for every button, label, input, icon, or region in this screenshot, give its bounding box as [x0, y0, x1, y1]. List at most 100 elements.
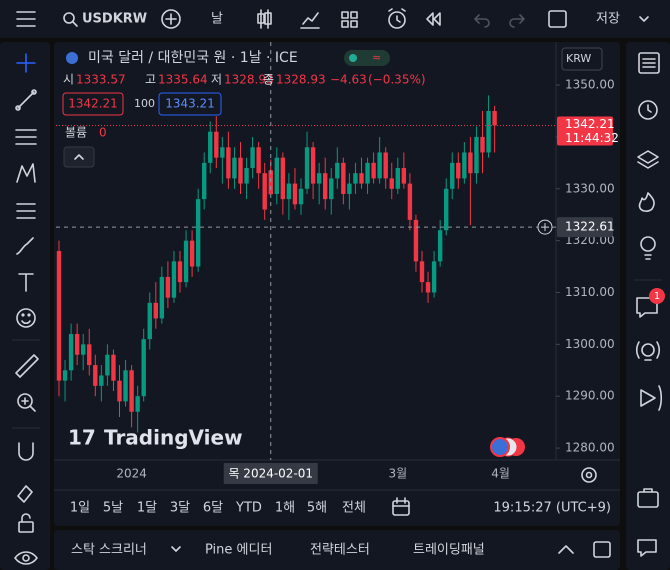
ohlc-name: 고 — [145, 73, 156, 87]
ohlc-name: 저 — [211, 73, 222, 87]
candle-body — [141, 339, 146, 397]
candle-body — [389, 178, 394, 189]
ohlc-value: 1335.64 — [158, 73, 208, 87]
market-status[interactable] — [344, 50, 390, 66]
alert-icon[interactable] — [388, 8, 406, 29]
chart-panel — [54, 42, 620, 526]
candle-body — [456, 162, 461, 179]
chart-title: 미국 달러 / 대한민국 원 · 1날 · ICE — [88, 50, 298, 66]
panel-tab[interactable]: 트레이딩패널 — [413, 543, 485, 558]
candle-body — [202, 162, 207, 200]
bottom-tabs: 스탁 스크리너 Pine 에디터 전략테스터 트레이딩패널 — [71, 543, 485, 558]
range-button[interactable]: 1일 — [70, 501, 90, 516]
candle-body — [147, 302, 152, 340]
panel-maximize[interactable] — [593, 541, 611, 558]
panel-tab[interactable]: Pine 에디터 — [205, 543, 272, 558]
range-button[interactable]: 5해 — [307, 501, 327, 516]
candle-body — [298, 188, 304, 205]
candle-body — [268, 170, 273, 195]
crosshair-price-box — [557, 217, 613, 238]
range-button[interactable]: 1해 — [275, 501, 295, 516]
candle-body — [335, 162, 340, 179]
candle-body — [425, 282, 431, 293]
flags — [490, 437, 525, 457]
candle-body — [462, 152, 467, 179]
candle-body — [480, 136, 485, 153]
candle-body — [486, 110, 491, 153]
symbol[interactable]: USDKRW — [82, 12, 147, 27]
x-tick-label: 3월 — [388, 467, 407, 481]
replay-icon[interactable] — [426, 12, 441, 26]
candle-body — [407, 183, 413, 220]
plot: 1280.001290.001300.001310.001320.001330.… — [56, 42, 619, 484]
candle-body — [292, 183, 298, 205]
menu-icon[interactable] — [16, 11, 36, 27]
candle-body — [62, 370, 68, 381]
ask-box[interactable] — [158, 92, 222, 116]
range-button[interactable]: 3달 — [170, 501, 190, 516]
candle-body — [450, 162, 455, 189]
candle-body — [492, 110, 497, 126]
candle-body — [81, 344, 86, 355]
ohlc-name: 시 — [63, 73, 74, 87]
candle-body — [444, 188, 449, 231]
y-tick-label: 1300.00 — [565, 337, 615, 351]
collapse-button[interactable] — [63, 146, 95, 168]
panel-expand[interactable] — [558, 545, 574, 554]
bid: 1342.21 — [68, 97, 118, 111]
candle-body — [165, 276, 171, 298]
candle-body — [262, 173, 267, 210]
redo-icon[interactable] — [509, 14, 525, 28]
candle-body — [323, 173, 328, 200]
candle-body — [286, 183, 292, 200]
bid-box[interactable] — [62, 92, 124, 116]
indicator-icon[interactable] — [300, 12, 320, 29]
left-toolbar — [0, 42, 50, 570]
range-button[interactable]: 6달 — [203, 501, 223, 516]
save-dropdown[interactable] — [639, 16, 649, 22]
layout-icon[interactable] — [341, 11, 358, 28]
volume-label: 볼륨 — [65, 126, 87, 140]
screener-dropdown[interactable] — [171, 546, 181, 552]
candle-body — [474, 136, 479, 174]
fullscreen-icon[interactable] — [548, 10, 567, 28]
countdown: 11:44:32 — [565, 131, 619, 145]
range-button[interactable]: 전체 — [342, 501, 366, 516]
ohlc-value: 1333.57 — [76, 73, 126, 87]
date-range-icon[interactable] — [392, 497, 410, 516]
candle-body — [347, 183, 352, 194]
crosshair-date-box — [223, 463, 318, 484]
save-button[interactable]: 저장 — [596, 12, 620, 27]
currency-box[interactable] — [561, 47, 603, 71]
candle-body — [250, 147, 255, 169]
candle-body — [329, 178, 334, 200]
left-tools[interactable] — [14, 53, 39, 565]
status-icon: ≈ — [372, 51, 381, 64]
y-tick-label: 1280.00 — [565, 441, 615, 455]
panel-tab[interactable]: 스탁 스크리너 — [71, 543, 147, 558]
right-toolbar — [626, 42, 670, 570]
candle-body — [365, 162, 370, 184]
x-tick-label: 2024 — [116, 467, 147, 481]
candle-body — [232, 157, 237, 179]
candle-body — [123, 370, 128, 402]
interval[interactable]: 날 — [211, 12, 223, 27]
range-button[interactable]: 1달 — [137, 501, 157, 516]
range-button[interactable]: YTD — [235, 501, 262, 516]
panel-tab[interactable]: 전략테스터 — [310, 543, 370, 558]
candle-body — [105, 354, 110, 376]
undo-icon[interactable] — [474, 14, 490, 28]
settings-icon[interactable] — [581, 467, 597, 483]
candle-body — [195, 199, 201, 267]
range-button[interactable]: 5날 — [103, 501, 123, 516]
add-symbol[interactable] — [161, 9, 181, 29]
candle-body — [244, 168, 249, 184]
last-price: 1342.21 — [565, 117, 615, 131]
candle-body — [183, 240, 189, 283]
status-dot — [349, 54, 357, 62]
range-buttons: 1일 5날 1달 3달 6달 YTD 1해 5해 전체 — [70, 501, 366, 516]
search-icon[interactable] — [63, 12, 78, 27]
candle-body — [68, 333, 74, 371]
volume: 0 — [99, 126, 107, 140]
chart-type-icon[interactable] — [257, 9, 272, 29]
